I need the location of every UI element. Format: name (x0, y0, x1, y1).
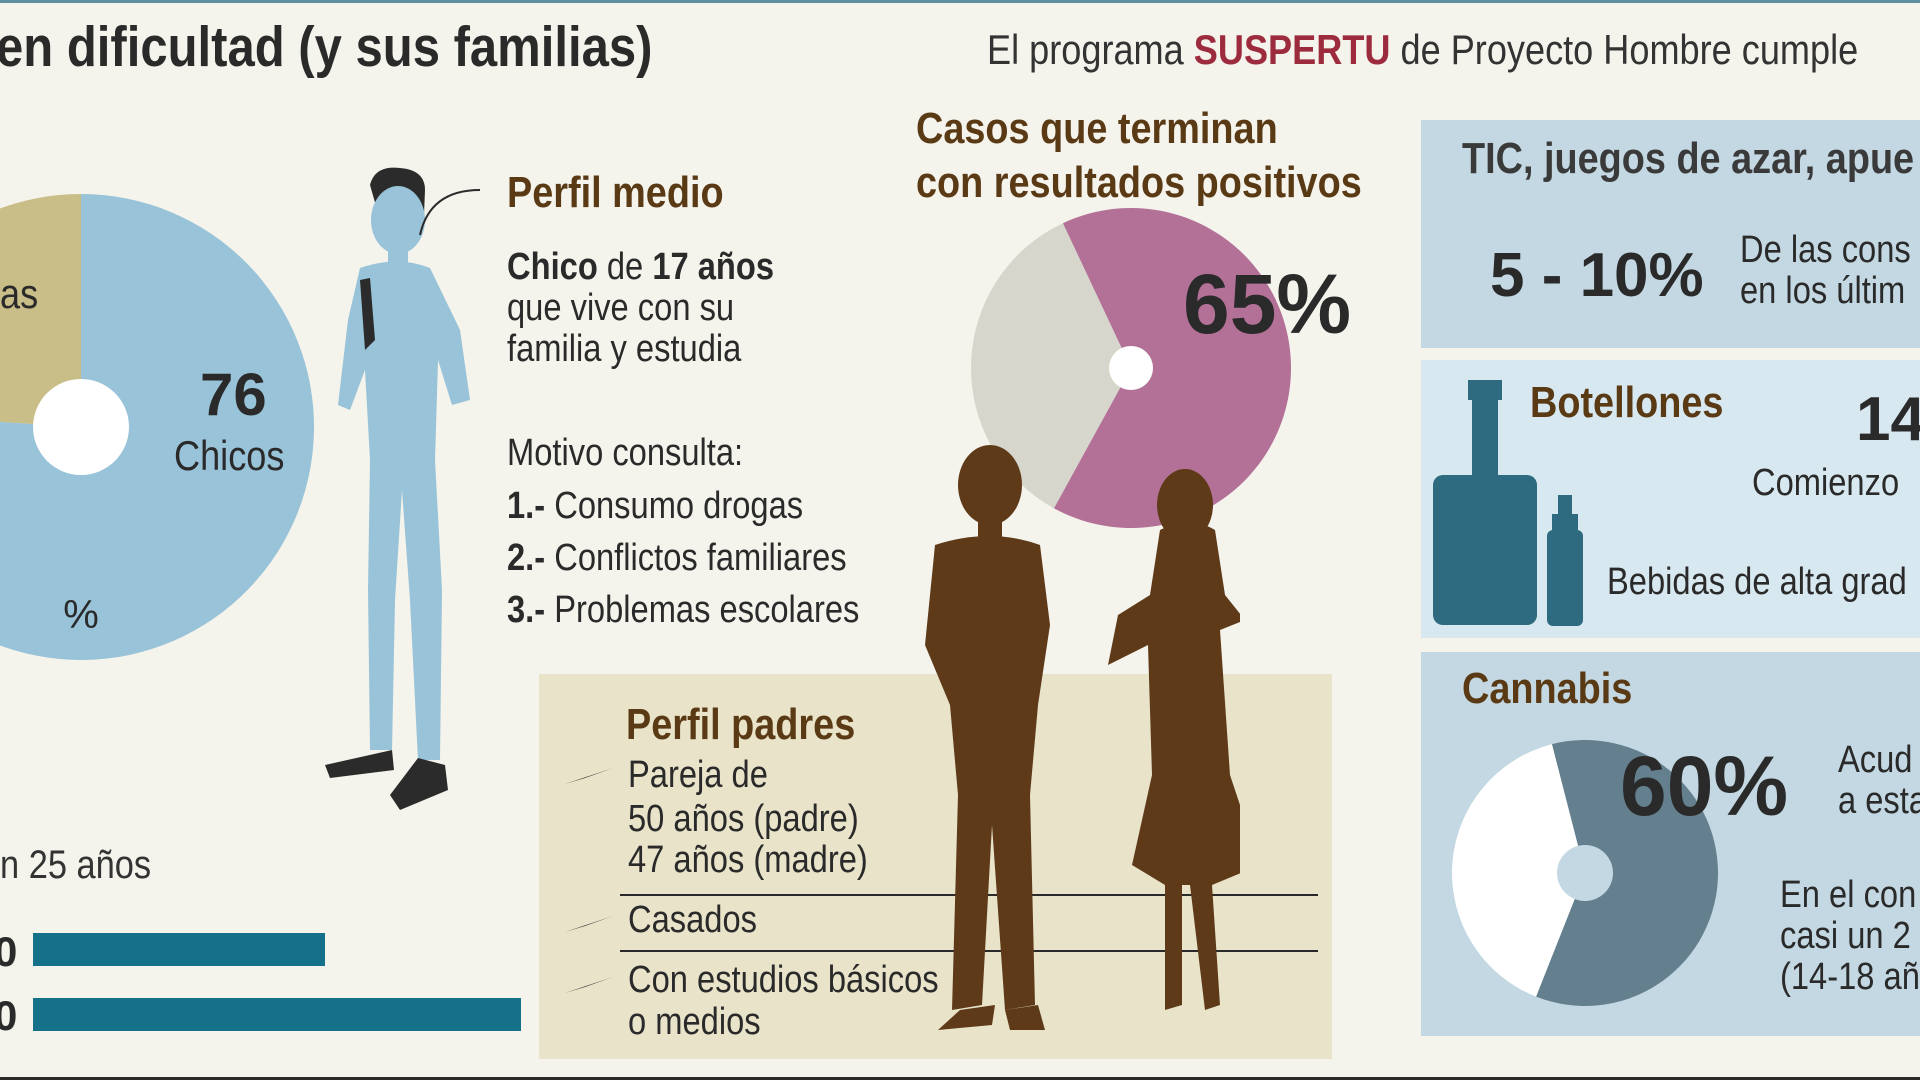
bar-2-label: 0 (0, 992, 18, 1039)
botellones-heading: Botellones (1530, 378, 1724, 427)
parents-heading: Perfil padres (626, 700, 856, 749)
motivo-text: Consumo drogas (554, 485, 804, 527)
profile-line-1: Chico de 17 años (507, 247, 774, 288)
boy-silhouette (325, 167, 481, 810)
arrow-icon (565, 977, 613, 993)
pie-slice-other (1452, 744, 1585, 997)
motivo-num: 3.- (507, 589, 546, 631)
tic-panel (1421, 120, 1920, 348)
positive-heading-1: Casos que terminan (916, 104, 1278, 153)
gender-pie-center-label: % (63, 593, 99, 637)
motivo-item-3: 3.- Problemas escolares (507, 590, 859, 631)
profile-bold-2: 17 años (652, 246, 775, 288)
motivo-item-1: 1.- Consumo drogas (507, 486, 803, 527)
bottles-icon (1433, 380, 1583, 626)
boys-label: Chicos (174, 432, 285, 479)
tic-text-1: De las cons (1740, 229, 1911, 271)
tic-value: 5 - 10% (1490, 241, 1704, 310)
botellones-value: 14 (1856, 385, 1920, 454)
arrow-icon (565, 768, 613, 784)
pie-slice-chicos (0, 194, 314, 660)
positive-value: 65% (1183, 257, 1352, 351)
tic-heading: TIC, juegos de azar, apue (1462, 134, 1915, 183)
profile-mid: de (606, 246, 644, 288)
subtitle-pre: El programa (987, 26, 1184, 73)
cannabis-pie-chart (1452, 740, 1718, 1006)
subtitle-highlight: SUSPERTU (1193, 26, 1391, 73)
parents-silhouette (925, 445, 1240, 1030)
motivo-heading: Motivo consulta: (507, 432, 744, 474)
age-bar-2 (33, 998, 521, 1031)
motivo-item-2: 2.- Conflictos familiares (507, 538, 847, 579)
positive-heading-2: con resultados positivos (916, 158, 1362, 207)
bottom-rule (0, 1077, 1920, 1080)
pie-slice-chicas (0, 194, 81, 427)
pie-center-hole (1109, 346, 1153, 390)
botellones-text-2: Bebidas de alta grad (1607, 561, 1907, 603)
motivo-num: 2.- (507, 537, 546, 579)
parents-item1-line1: Pareja de (628, 754, 768, 796)
motivo-num: 1.- (507, 485, 546, 527)
cannabis-text-4: casi un 2 (1780, 915, 1911, 957)
profile-heading: Perfil medio (507, 168, 724, 217)
profile-line-2: que vive con su (507, 287, 735, 329)
botellones-text-1: Comienzo (1752, 462, 1900, 504)
age-bar-1 (33, 933, 325, 966)
cannabis-text-5: (14-18 añ (1780, 956, 1920, 998)
parents-item3-line2: o medios (628, 1001, 761, 1043)
gender-pie-chart: % (0, 194, 314, 660)
parents-item3-line1: Con estudios básicos (628, 959, 939, 1001)
motivo-text: Conflictos familiares (554, 537, 847, 579)
pie-slice-cannabis (1536, 740, 1718, 1006)
motivo-text: Problemas escolares (554, 589, 860, 631)
profile-bold-1: Chico (507, 246, 598, 288)
girls-partial-label: as (0, 270, 39, 317)
page-title: en dificultad (y sus familias) (0, 15, 653, 79)
bar-1-label: 0 (0, 928, 18, 975)
pie-slice-positive (1053, 208, 1291, 529)
cannabis-text-2: a esta (1838, 780, 1920, 822)
top-rule (0, 0, 1920, 3)
cannabis-value: 60% (1620, 739, 1789, 833)
arrow-icon (565, 916, 613, 932)
parents-item1-line2: 50 años (padre) (628, 798, 859, 840)
cannabis-heading: Cannabis (1462, 664, 1633, 713)
pie-center-hole (33, 379, 129, 475)
pie-center-hole (1557, 845, 1613, 901)
ages-label: n 25 años (0, 843, 152, 887)
cannabis-text-1: Acud (1838, 739, 1913, 781)
pie-slice-other (971, 223, 1131, 509)
parents-item2: Casados (628, 899, 757, 941)
page-subtitle: El programa SUSPERTU de Proyecto Hombre … (987, 26, 1858, 74)
cannabis-text-3: En el con (1780, 874, 1917, 916)
parents-item1-line3: 47 años (madre) (628, 839, 868, 881)
subtitle-post: de Proyecto Hombre cumple (1400, 26, 1859, 73)
positive-pie-chart (971, 208, 1291, 529)
tic-text-2: en los últim (1740, 270, 1906, 312)
boys-value: 76 (200, 361, 267, 428)
profile-line-3: familia y estudia (507, 328, 742, 370)
